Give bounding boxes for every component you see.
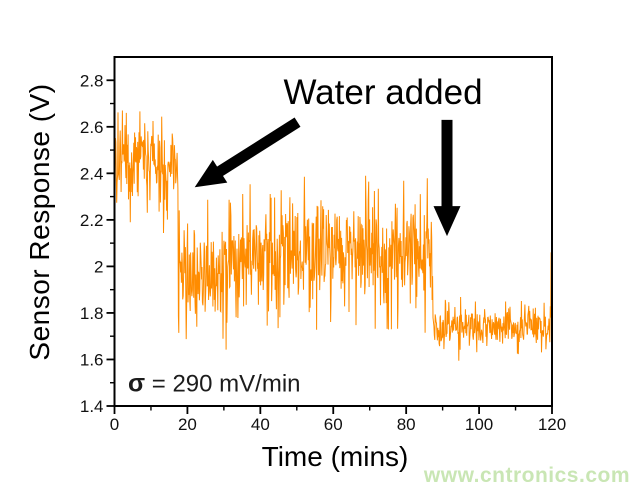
water-added-arrow-down-icon-head	[433, 206, 461, 237]
water-added-annotation: Water added	[283, 73, 483, 112]
sensor-trace	[114, 110, 552, 361]
watermark: www.cntronics.com	[423, 464, 630, 487]
y-tick-label: 1.8	[80, 304, 104, 323]
x-tick-label: 120	[538, 415, 566, 434]
y-tick-label: 2	[94, 257, 103, 276]
y-axis-title: Sensor Response (V)	[24, 83, 55, 361]
x-tick-label: 0	[110, 415, 119, 434]
sigma-symbol: σ	[128, 369, 146, 398]
x-tick-label: 100	[465, 415, 493, 434]
y-tick-label: 2.6	[80, 118, 104, 137]
x-axis-title: Time (mins)	[261, 441, 409, 472]
sigma-value: = 290 mV/min	[145, 370, 301, 398]
x-tick-label: 80	[397, 415, 416, 434]
water-added-arrow-left-icon-head	[194, 159, 228, 188]
x-tick-label: 20	[178, 415, 197, 434]
y-tick-label: 2.4	[80, 164, 104, 183]
y-tick-label: 2.8	[80, 71, 104, 90]
y-tick-label: 1.4	[80, 397, 104, 416]
y-tick-label: 2.2	[80, 211, 104, 230]
x-tick-label: 60	[324, 415, 343, 434]
y-tick-label: 1.6	[80, 350, 104, 369]
sigma-annotation: σ = 290 mV/min	[128, 370, 301, 399]
x-tick-label: 40	[251, 415, 270, 434]
water-added-arrow-left-icon-shaft	[215, 117, 301, 177]
